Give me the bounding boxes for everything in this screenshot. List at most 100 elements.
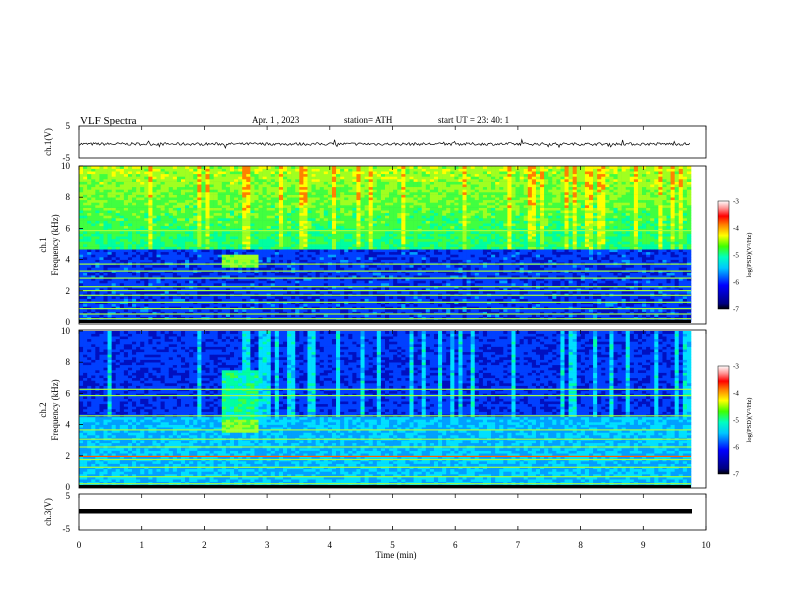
spectrogram-cell [91, 210, 96, 214]
spectrogram-cell [262, 181, 267, 185]
spectrogram-cell [364, 194, 369, 198]
spectrogram-cell [409, 197, 414, 201]
spectrogram-cell [352, 241, 357, 245]
spectrogram-cell [91, 311, 96, 315]
spectrogram-cell [152, 202, 157, 206]
spectrogram-cell [372, 192, 378, 195]
spectrogram-cell [213, 189, 219, 193]
spectrogram-cell [164, 290, 170, 294]
spectrogram-cell [213, 303, 219, 307]
ch1-voltage-ylabel: ch.1(V) [43, 128, 53, 156]
spectrogram-cell [160, 238, 165, 242]
spectrogram-cell [99, 238, 104, 242]
spectrogram-cell [376, 241, 382, 245]
spectrogram-cell [79, 186, 84, 190]
spectrogram-cell [123, 290, 129, 294]
spectrogram-cell [176, 189, 182, 193]
spectrogram-cell [234, 309, 239, 312]
spectrogram-cell [160, 314, 165, 318]
spectrogram-cell [91, 306, 96, 310]
spectrogram-cell [217, 254, 223, 258]
spectrogram-cell [83, 189, 88, 193]
spectrogram-cell [270, 241, 276, 245]
spectrogram-cell [176, 181, 182, 185]
spectrogram-cell [348, 186, 353, 190]
spectrogram-cell [115, 259, 121, 263]
spectrogram-cell [238, 225, 243, 229]
spectrogram-cell [368, 205, 374, 208]
spectrogram-cell [221, 236, 227, 240]
spectrogram-cell [336, 199, 341, 203]
spectrogram-cell [331, 272, 337, 276]
spectrogram-cell [270, 246, 276, 250]
spectrogram-cell [319, 168, 325, 172]
spectrogram-cell [193, 283, 198, 286]
spectrogram-cell [217, 189, 223, 193]
spectrogram-cell [111, 267, 117, 271]
spectrogram-cell [242, 186, 247, 190]
spectrogram-cell [205, 223, 210, 227]
spectrogram-cell [331, 251, 337, 255]
spectrogram-cell [144, 233, 149, 237]
spectrogram-cell [209, 280, 214, 284]
spectrogram-cell [262, 241, 267, 245]
spectrogram-cell [136, 166, 141, 169]
spectrogram-cell [193, 179, 198, 182]
spectrogram-cell [278, 259, 284, 263]
spectrogram-cell [360, 212, 365, 216]
spectrogram-cell [278, 290, 284, 294]
spectrogram-cell [287, 264, 292, 268]
spectrogram-cell [303, 303, 308, 307]
spectrogram-cell [380, 194, 386, 198]
spectrogram-cell [291, 233, 296, 237]
spectrogram-cell [315, 197, 321, 201]
spectrogram-cell [254, 228, 259, 232]
spectrogram-cell [181, 246, 186, 250]
spectrogram-cell [291, 298, 296, 302]
spectrogram-cell [274, 168, 280, 172]
spectrogram-cell [221, 311, 227, 315]
spectrogram-cell [319, 314, 325, 318]
spectrogram-cell [238, 181, 243, 185]
spectrogram-cell [172, 264, 178, 268]
spectrogram-cell [164, 254, 170, 258]
spectrogram-cell [107, 171, 112, 175]
spectrogram-cell [229, 246, 235, 250]
spectrogram-cell [401, 179, 406, 182]
spectrogram-cell [266, 231, 272, 234]
spectrogram-cell [323, 228, 329, 232]
spectrogram-cell [340, 228, 345, 232]
spectrogram-cell [83, 251, 88, 255]
spectrogram-cell [103, 231, 108, 234]
spectrogram-cell [213, 298, 219, 302]
spectrogram-cell [172, 199, 178, 203]
spectrogram-cell [364, 303, 369, 307]
spectrogram-cell [152, 186, 157, 190]
spectrogram-cell [246, 303, 251, 307]
spectrogram-cell [164, 259, 170, 263]
spectrogram-cell [266, 238, 272, 242]
spectrogram-cell [389, 166, 394, 169]
spectrogram-cell [172, 244, 178, 247]
spectrogram-cell [87, 298, 92, 302]
spectrogram-cell [185, 171, 190, 175]
spectrogram-cell [270, 171, 276, 175]
spectrogram-cell [348, 272, 353, 276]
spectrogram-cell [148, 166, 153, 169]
spectrogram-cell [225, 166, 231, 169]
spectrogram-cell [246, 205, 251, 208]
spectrogram-cell [209, 184, 214, 188]
spectrogram-cell [356, 290, 361, 294]
spectrogram-cell [405, 280, 410, 284]
spectrogram-cell [168, 212, 174, 216]
spectrogram-cell [299, 189, 304, 193]
spectrogram-cell [205, 168, 210, 172]
spectrogram-cell [176, 251, 182, 255]
spectrogram-cell [148, 283, 153, 286]
spectrogram-cell [327, 251, 333, 255]
spectrogram-cell [148, 173, 153, 177]
spectrogram-cell [193, 251, 198, 255]
spectrogram-cell [164, 168, 170, 172]
spectrogram-cell [140, 228, 145, 232]
spectrogram-cell [201, 202, 206, 206]
